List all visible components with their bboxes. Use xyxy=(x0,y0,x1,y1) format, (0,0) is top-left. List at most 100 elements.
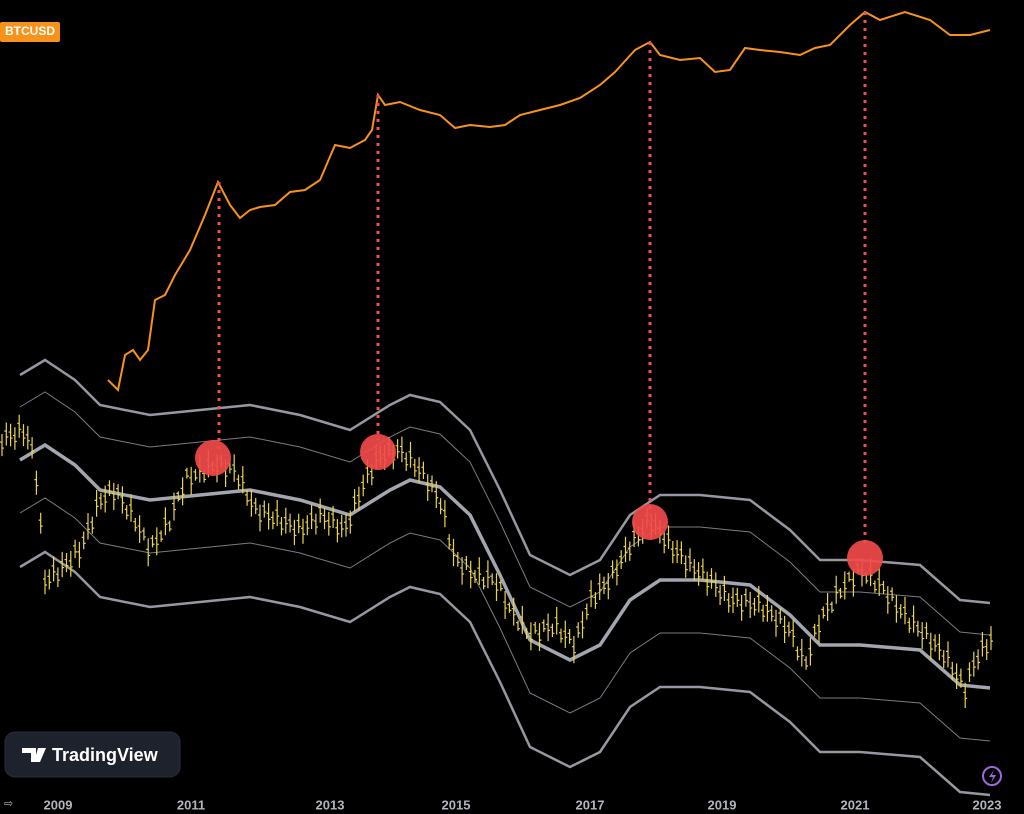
x-tick-label: 2013 xyxy=(316,797,345,812)
peak-circle xyxy=(632,504,668,540)
price-bar xyxy=(799,638,804,667)
price-bar xyxy=(808,637,813,666)
price-bar xyxy=(283,507,288,534)
price-bar xyxy=(305,515,310,536)
price-bar xyxy=(559,628,563,643)
price-bar xyxy=(958,668,963,688)
price-bar xyxy=(696,562,701,586)
price-bar xyxy=(253,497,258,515)
price-bar xyxy=(47,569,52,590)
price-bar xyxy=(963,682,968,709)
price-bar xyxy=(473,569,477,584)
btc-price-line xyxy=(107,10,991,393)
price-bar xyxy=(950,661,955,681)
price-bar xyxy=(576,622,581,638)
price-bar xyxy=(352,489,357,512)
x-tick-label: 2009 xyxy=(44,797,73,812)
price-bar xyxy=(421,461,426,479)
price-bar xyxy=(361,474,366,497)
price-bar xyxy=(670,540,675,564)
price-bar xyxy=(881,580,886,594)
price-bar xyxy=(124,505,129,520)
price-bar xyxy=(769,605,774,622)
peak-circle xyxy=(847,540,883,576)
price-bar xyxy=(885,586,890,614)
price-bar xyxy=(34,470,39,495)
price-bar xyxy=(511,597,516,626)
price-bar xyxy=(270,511,275,530)
logo-box[interactable] xyxy=(4,731,181,778)
price-bar xyxy=(120,486,125,514)
price-bar xyxy=(971,651,976,677)
price-bar xyxy=(468,560,473,589)
price-bar xyxy=(554,606,559,635)
price-bar xyxy=(60,551,65,578)
x-tick-label: 2021 xyxy=(841,797,870,812)
price-bar xyxy=(778,608,783,624)
price-bar xyxy=(442,500,447,528)
price-bar xyxy=(989,626,993,651)
price-bar xyxy=(786,621,791,637)
price-bar xyxy=(322,507,327,530)
price-bar xyxy=(447,534,452,550)
price-bar xyxy=(116,484,121,500)
price-bar xyxy=(847,571,852,582)
price-bar xyxy=(688,548,692,572)
price-bar xyxy=(692,559,697,581)
price-bar xyxy=(335,519,340,543)
price-bar xyxy=(610,560,615,579)
price-bar xyxy=(167,520,172,532)
price-bar xyxy=(485,560,490,589)
price-bar xyxy=(348,510,353,534)
price-bar xyxy=(430,475,434,493)
price-bar xyxy=(619,550,624,570)
price-bar xyxy=(739,594,744,621)
price-bar xyxy=(726,593,731,613)
price-bar xyxy=(516,620,520,631)
price-bar xyxy=(137,515,142,543)
lightning-icon[interactable] xyxy=(982,766,1002,786)
price-bar xyxy=(477,557,482,586)
price-bar xyxy=(735,587,740,607)
x-tick-label: 2023 xyxy=(973,797,1002,812)
price-bar xyxy=(344,513,348,537)
x-tick-label: 2017 xyxy=(576,797,605,812)
price-bar xyxy=(399,436,404,463)
price-bar xyxy=(55,567,60,588)
price-bar xyxy=(946,641,950,668)
price-bar xyxy=(434,481,439,509)
price-bar xyxy=(146,538,151,567)
price-bar xyxy=(713,572,718,597)
price-bar xyxy=(593,592,598,609)
price-bar xyxy=(240,466,245,494)
x-tick-label: 2011 xyxy=(177,797,205,812)
price-bar xyxy=(176,491,181,502)
x-tick-label: 2019 xyxy=(708,797,737,812)
price-bar xyxy=(774,609,778,637)
price-bar xyxy=(838,587,843,599)
price-bar xyxy=(563,620,568,649)
price-bar xyxy=(928,632,933,660)
price-bar xyxy=(0,433,4,457)
price-bar xyxy=(490,573,495,586)
price-bar xyxy=(356,486,361,511)
price-bar xyxy=(30,437,35,459)
price-bar xyxy=(795,646,800,661)
price-bar xyxy=(537,623,542,652)
price-bar xyxy=(481,576,486,590)
peak-circle xyxy=(195,440,231,476)
price-bar xyxy=(520,605,525,634)
axis-arrow: ⇨ xyxy=(4,798,13,810)
price-bar xyxy=(722,575,727,601)
price-bar xyxy=(90,516,95,534)
price-bar xyxy=(249,489,254,517)
price-bar xyxy=(236,474,241,490)
price-bar xyxy=(8,423,13,447)
price-bar xyxy=(395,439,400,459)
price-bar xyxy=(842,571,847,600)
price-bar xyxy=(984,639,989,661)
price-bar xyxy=(81,531,86,550)
price-bar xyxy=(967,662,972,683)
logo-text: TradingView xyxy=(52,745,159,765)
price-bar xyxy=(614,559,619,586)
